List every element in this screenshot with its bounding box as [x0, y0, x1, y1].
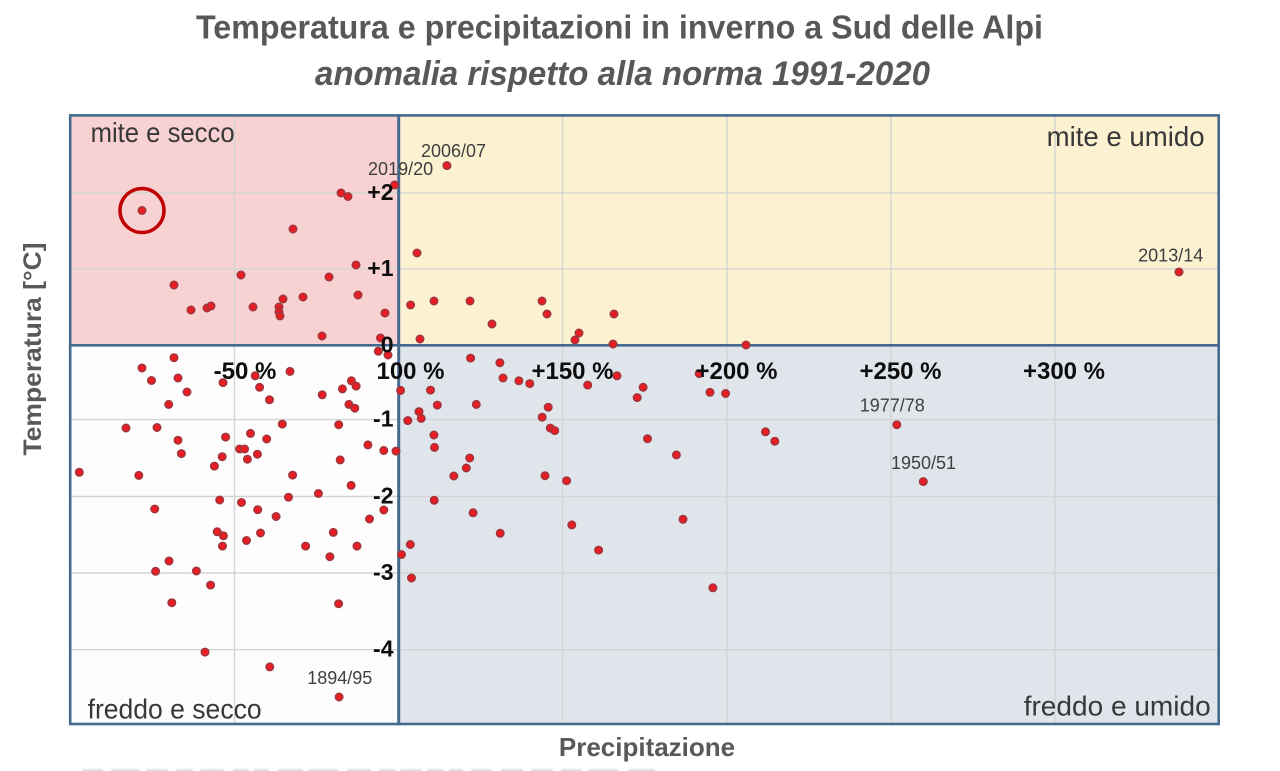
svg-text:mite e secco: mite e secco — [91, 117, 235, 148]
svg-text:mite e umido: mite e umido — [1047, 121, 1205, 152]
svg-text:-3: -3 — [373, 559, 393, 585]
svg-text:freddo e umido: freddo e umido — [1024, 690, 1211, 721]
svg-text:Precipitazione: Precipitazione — [559, 732, 735, 762]
svg-text:+200 %: +200 % — [695, 358, 777, 385]
svg-text:-2: -2 — [373, 483, 393, 509]
svg-text:anomalia rispetto alla norma 1: anomalia rispetto alla norma 1991-2020 — [315, 55, 930, 93]
svg-text:100 %: 100 % — [376, 358, 444, 385]
svg-text:1977/78: 1977/78 — [860, 396, 925, 416]
svg-text:-4: -4 — [373, 636, 394, 662]
svg-text:1894/95: 1894/95 — [307, 668, 372, 688]
svg-text:+1: +1 — [367, 255, 393, 281]
svg-text:2006/07: 2006/07 — [421, 141, 486, 161]
svg-text:Temperatura [°C]: Temperatura [°C] — [19, 243, 47, 456]
svg-text:+150 %: +150 % — [531, 358, 613, 385]
svg-text:0: 0 — [381, 331, 394, 357]
svg-text:+300 %: +300 % — [1023, 358, 1105, 385]
svg-text:-50 %: -50 % — [214, 358, 277, 385]
svg-text:+2: +2 — [367, 179, 393, 205]
svg-text:Temperatura e precipitazioni i: Temperatura e precipitazioni in inverno … — [196, 9, 1043, 46]
svg-text:1950/51: 1950/51 — [891, 453, 956, 473]
svg-text:2013/14: 2013/14 — [1138, 246, 1203, 266]
svg-text:-1: -1 — [373, 406, 394, 432]
svg-text:+250 %: +250 % — [859, 358, 941, 385]
svg-text:2019/20: 2019/20 — [368, 159, 433, 179]
svg-text:freddo e secco: freddo e secco — [88, 694, 262, 725]
